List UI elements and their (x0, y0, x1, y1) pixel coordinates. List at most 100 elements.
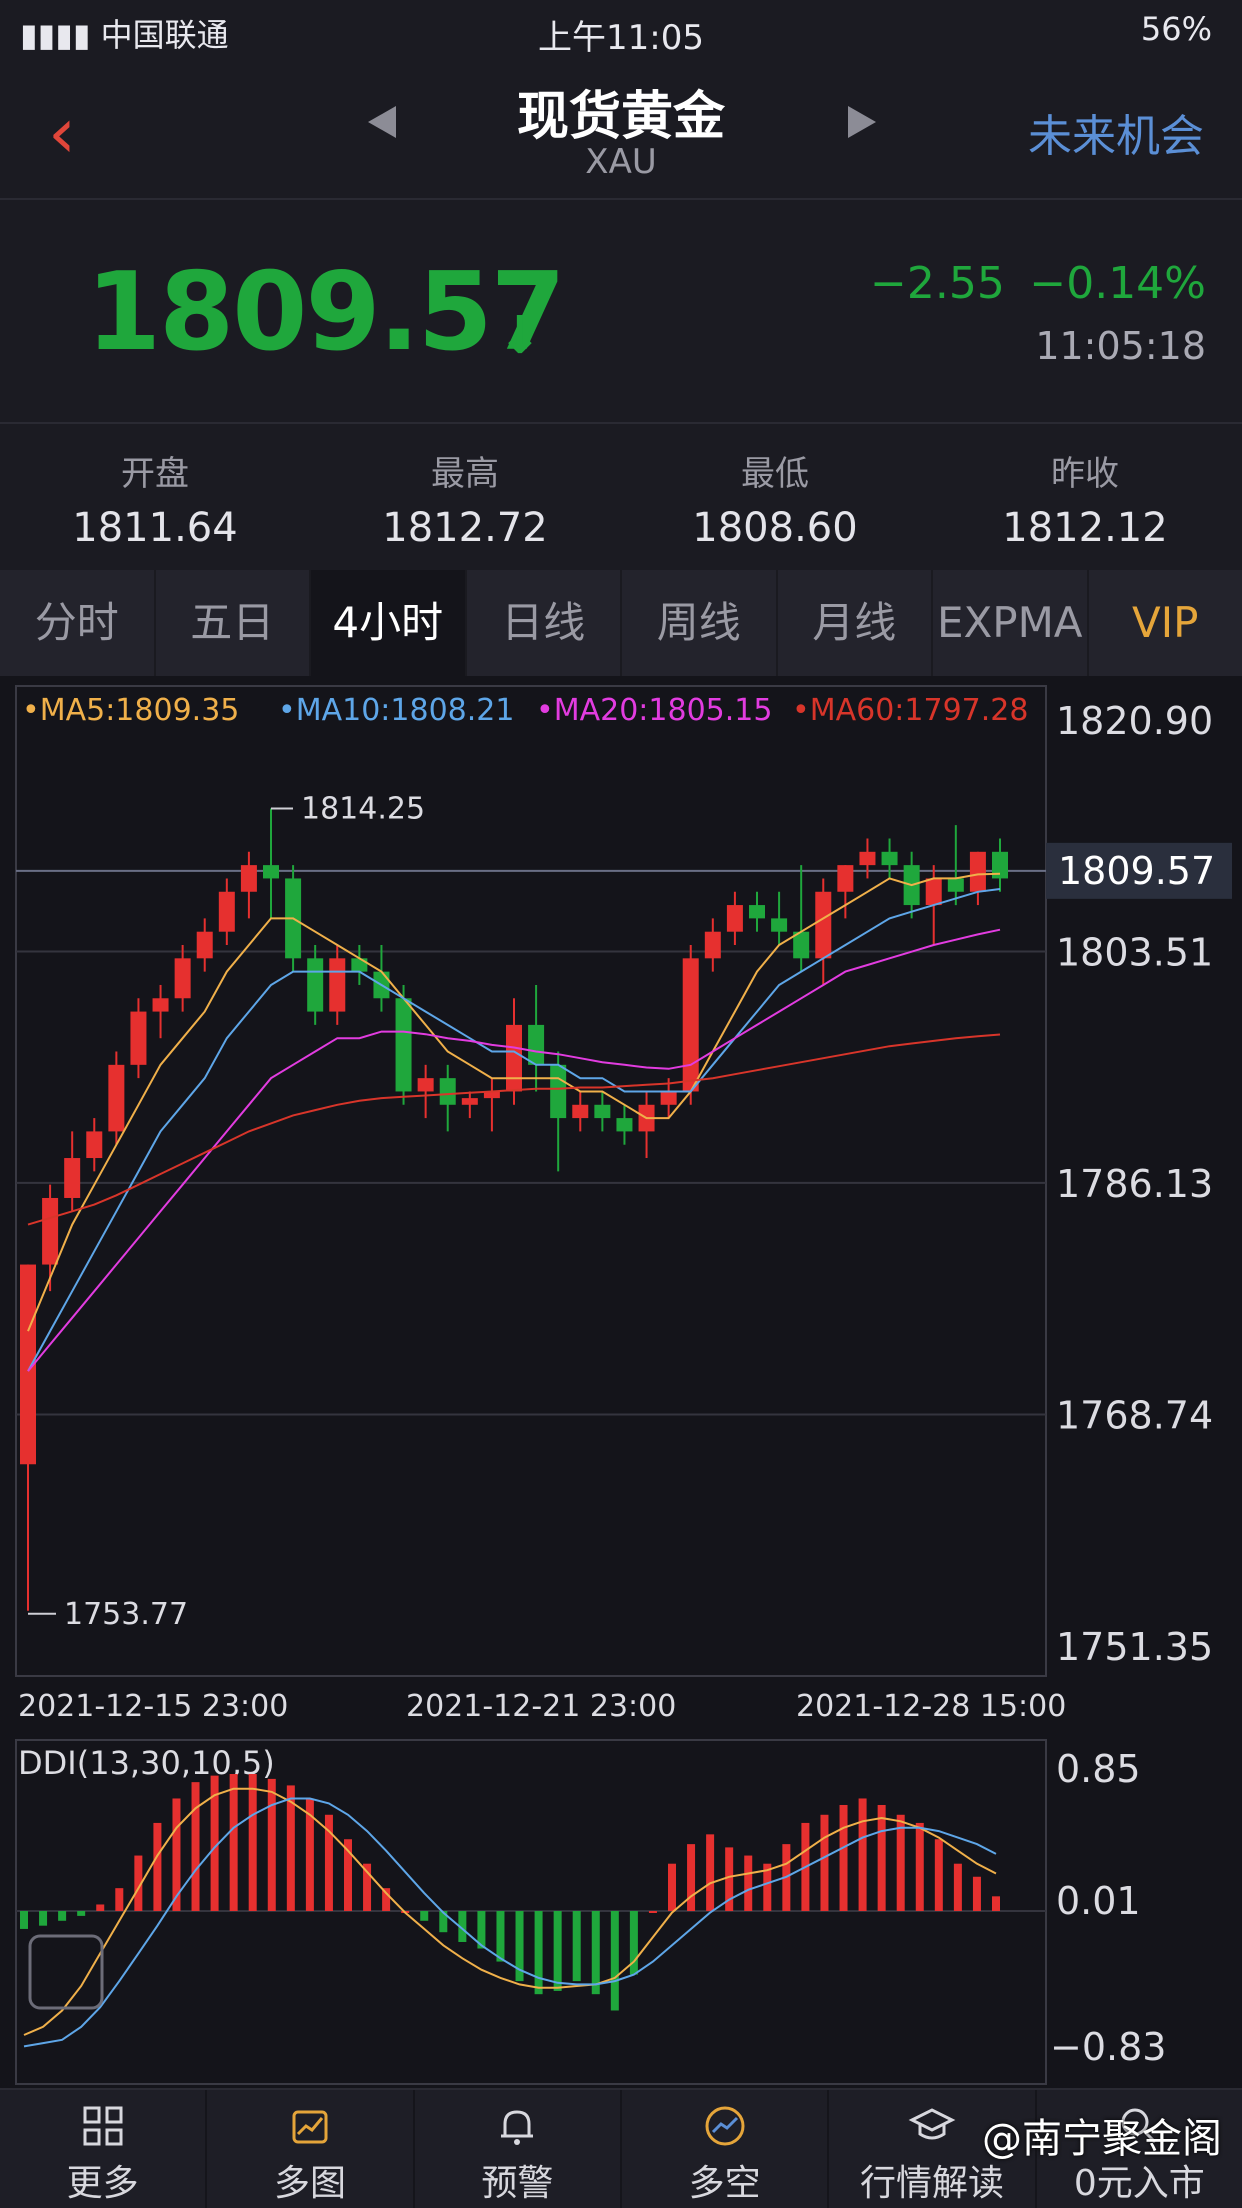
stats-row: 开盘 1811.64 最高 1812.72 最低 1808.60 昨收 1812… (0, 424, 1242, 570)
extreme-markers: 1814.25 1753.77 (28, 792, 425, 1632)
candle-body (86, 1131, 103, 1159)
y-tick-label: 1803.51 (1056, 931, 1213, 975)
ddi-bar (820, 1814, 829, 1911)
ddi-line-a (23, 1787, 997, 2036)
candle-body (417, 1078, 434, 1092)
candle-body (572, 1104, 589, 1119)
prev-symbol-icon[interactable] (368, 106, 396, 138)
ddi-bar (896, 1814, 905, 1911)
tab-vip[interactable]: VIP (1132, 598, 1199, 647)
ddi-bar (363, 1863, 372, 1911)
ddi-y-axis: 0.85 0.01 −0.83 (1050, 1747, 1166, 2069)
nav-multi-chart[interactable]: 多图 (207, 2090, 415, 2208)
ddi-bar (420, 1911, 429, 1921)
tab-monthly[interactable]: 月线 (778, 570, 933, 676)
nav-label: 更多 (66, 2163, 139, 2204)
y-axis: 1820.90 1803.51 1786.13 1768.74 1751.35 (1056, 699, 1213, 1669)
ddi-bar (439, 1911, 448, 1933)
ma60-legend: •MA60:1797.28 (792, 693, 1028, 728)
current-price-box (1046, 842, 1232, 899)
candle-body (528, 1024, 545, 1065)
ma10-line (27, 888, 1001, 1372)
y-tick-label: 1751.35 (1056, 1625, 1213, 1669)
x-tick-label: 2021-12-21 23:00 (406, 1689, 676, 1724)
candle-body (704, 931, 721, 959)
ddi-bar (153, 1822, 162, 1911)
ddi-bar (553, 1911, 562, 1991)
candle-body (726, 905, 743, 932)
ddi-bar (992, 1896, 1000, 1911)
fullscreen-icon[interactable] (28, 1934, 104, 2010)
tab-4hour[interactable]: 4小时 (311, 570, 467, 676)
kline-chart[interactable]: •MA5:1809.35 •MA10:1808.21 •MA20:1805.15… (0, 676, 1242, 2088)
candle-body (240, 865, 257, 892)
ddi-bar (39, 1911, 48, 1926)
ddi-bar (58, 1911, 67, 1921)
candle-body (351, 958, 368, 972)
ddi-bar (839, 1804, 848, 1911)
nav-label: 多图 (273, 2163, 346, 2204)
ma20-legend: •MA20:1805.15 (536, 693, 772, 728)
stat-value: 1811.64 (72, 505, 238, 551)
ddi-bar (77, 1911, 86, 1916)
ddi-bar (515, 1911, 524, 1982)
candle-body (263, 865, 279, 879)
stat-label: 最低 (741, 454, 809, 494)
ddi-bar (953, 1863, 962, 1911)
tab-daily[interactable]: 日线 (467, 570, 622, 676)
price-change-percent: −0.14% (1029, 258, 1206, 309)
ma5-legend: •MA5:1809.35 (22, 693, 239, 728)
nav-alert[interactable]: 预警 (415, 2090, 622, 2208)
period-tabs: 分时 五日 4小时 日线 周线 月线 EXPMA VIP (0, 570, 1242, 676)
ddi-bar (20, 1911, 28, 1929)
back-chevron-icon[interactable]: ‹ (48, 92, 76, 174)
nav-more[interactable]: 更多 (0, 2090, 208, 2208)
ddi-y-tick: 0.01 (1056, 1879, 1141, 1923)
candle-body (395, 998, 412, 1092)
nav-long-short[interactable]: 多空 (622, 2090, 830, 2208)
candle-body (969, 851, 986, 892)
ddi-y-tick: −0.83 (1050, 2025, 1166, 2069)
future-opportunity-link[interactable]: 未来机会 (1028, 111, 1204, 162)
stat-value: 1808.60 (692, 505, 858, 551)
nav-market-insight[interactable]: 行情解读 (829, 2090, 1037, 2208)
candle-body (108, 1064, 125, 1132)
bottom-nav: 更多 多图 预警 多空 行情解读 0元入市 (0, 2088, 1242, 2208)
candle-body (749, 905, 765, 919)
graduation-cap-icon (908, 2108, 956, 2140)
candle-body (307, 958, 324, 1012)
ddi-bar (191, 1782, 200, 1911)
tab-intraday[interactable]: 分时 (0, 570, 156, 676)
ddi-bar (934, 1839, 943, 1911)
nav-label: 0元入市 (1073, 2163, 1205, 2204)
low-marker-label: 1753.77 (64, 1597, 188, 1632)
candle-body (660, 1091, 677, 1105)
tab-five-day[interactable]: 五日 (156, 570, 311, 676)
candle-body (616, 1118, 633, 1132)
candle-body (682, 958, 699, 1092)
ddi-bar (744, 1855, 753, 1911)
ddi-bar (267, 1778, 276, 1911)
battery-level: 56% (1140, 10, 1212, 48)
tab-weekly[interactable]: 周线 (622, 570, 778, 676)
x-axis: 2021-12-15 23:00 2021-12-21 23:00 2021-1… (18, 1689, 1066, 1724)
x-tick-label: 2021-12-15 23:00 (18, 1689, 288, 1724)
ddi-y-tick: 0.85 (1056, 1747, 1141, 1791)
candle-body (771, 918, 788, 932)
ma10-legend: •MA10:1808.21 (278, 693, 514, 728)
ddi-bar (763, 1863, 772, 1911)
candle-body (550, 1064, 567, 1119)
candlestick-series (20, 808, 1008, 1611)
chart-background (0, 676, 1242, 2088)
nav-open-account[interactable]: 0元入市 (1037, 2090, 1242, 2208)
next-symbol-icon[interactable] (848, 106, 876, 138)
stat-value: 1812.72 (382, 505, 548, 551)
search-icon (1121, 2108, 1157, 2144)
ddi-bar (629, 1911, 638, 1975)
ddi-bar (286, 1785, 295, 1911)
candle-body (947, 878, 964, 892)
tab-expma[interactable]: EXPMA (933, 570, 1089, 676)
stat-high: 最高 1812.72 (310, 446, 620, 551)
stat-low: 最低 1808.60 (620, 446, 930, 551)
ddi-bar (458, 1911, 467, 1942)
